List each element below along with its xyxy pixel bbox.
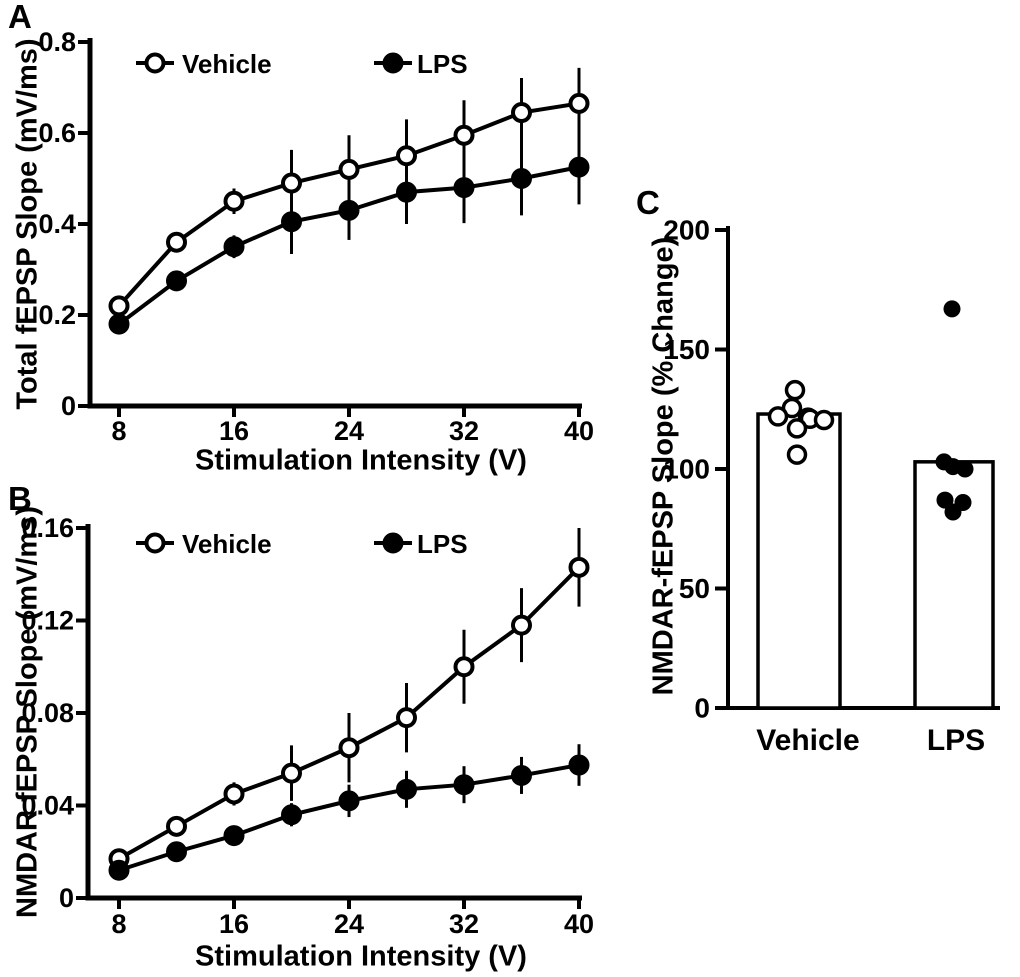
- y-tick-label: 0.8: [38, 27, 76, 57]
- data-point-vehicle: [166, 231, 187, 253]
- y-tick-label: 0: [694, 693, 710, 724]
- legend-marker-lps: [382, 52, 404, 74]
- data-point-lps: [338, 199, 360, 221]
- data-point-vehicle: [511, 614, 532, 636]
- data-point-lps: [511, 764, 532, 786]
- x-tick-label: 32: [449, 909, 479, 939]
- scatter-point-lps: [944, 503, 962, 521]
- x-axis-label-b: Stimulation Intensity (V): [195, 940, 527, 973]
- panel-c-canvas: 0 50 100 150 200: [663, 215, 1000, 724]
- bar-lps: [913, 460, 995, 710]
- data-point-lps: [568, 754, 590, 776]
- y-tick-label: 100: [663, 454, 710, 485]
- data-point-lps: [223, 236, 245, 258]
- data-point-vehicle: [223, 190, 245, 212]
- data-point-lps: [453, 774, 475, 796]
- data-point-vehicle: [108, 295, 130, 317]
- y-tick-label: 0.04: [21, 791, 74, 821]
- panel-letter-a: A: [8, 0, 32, 35]
- scatter-point-vehicle: [784, 379, 806, 401]
- scatter-point-vehicle: [767, 406, 789, 427]
- y-tick-label: 150: [663, 334, 710, 365]
- y-tick-label: 0.2: [38, 300, 76, 330]
- data-point-vehicle: [166, 815, 187, 837]
- data-point-vehicle: [568, 92, 590, 114]
- scatter-point-lps: [943, 300, 961, 318]
- data-point-lps: [453, 177, 475, 199]
- data-point-vehicle: [223, 783, 245, 805]
- scatter-point-vehicle: [813, 409, 835, 431]
- data-point-lps: [108, 859, 130, 881]
- x-tick-label: 32: [449, 416, 479, 446]
- x-tick-label: 40: [564, 416, 594, 446]
- legend-marker-lps: [382, 532, 404, 554]
- data-point-vehicle: [396, 145, 417, 167]
- data-point-lps: [166, 841, 187, 863]
- data-point-vehicle: [338, 737, 360, 759]
- y-tick-label: 0: [59, 883, 74, 913]
- x-tick-label: 16: [219, 416, 249, 446]
- data-point-lps: [281, 211, 302, 233]
- data-point-vehicle: [396, 707, 417, 729]
- x-axis-label-a: Stimulation Intensity (V): [195, 444, 527, 477]
- data-point-lps: [281, 804, 302, 826]
- y-tick-label: 200: [663, 215, 710, 246]
- x-tick-label: 16: [219, 909, 249, 939]
- data-point-vehicle: [568, 556, 590, 578]
- x-tick-label: 24: [334, 909, 364, 939]
- x-tick-label: 24: [334, 416, 364, 446]
- scatter-point-lps: [936, 491, 954, 509]
- y-tick-label: 0.16: [21, 513, 74, 543]
- data-point-vehicle: [453, 124, 475, 146]
- legend-label-lps-b: LPS: [417, 529, 468, 559]
- panel-b-canvas: 0 0.04 0.08 0.12 0.16 8 16 24 32 40: [21, 513, 594, 939]
- data-point-lps: [568, 156, 590, 178]
- data-point-vehicle: [453, 656, 475, 678]
- panel-letter-c: C: [636, 184, 660, 221]
- x-tick-label: 40: [564, 909, 594, 939]
- data-point-lps: [166, 270, 187, 292]
- category-label-vehicle: Vehicle: [756, 724, 860, 757]
- data-point-lps: [108, 313, 130, 335]
- legend-label-lps-a: LPS: [417, 49, 468, 79]
- legend-marker-vehicle: [144, 52, 166, 74]
- y-tick-label: 0: [61, 391, 76, 421]
- data-point-lps: [223, 825, 245, 847]
- data-point-vehicle: [281, 762, 302, 784]
- y-tick-label: 50: [679, 573, 710, 604]
- x-tick-label: 8: [111, 909, 126, 939]
- data-point-lps: [396, 181, 417, 203]
- data-point-lps: [338, 790, 360, 812]
- y-tick-label: 0.12: [21, 606, 74, 636]
- data-point-lps: [396, 778, 417, 800]
- legend-label-vehicle-b: Vehicle: [182, 529, 272, 559]
- data-point-lps: [511, 168, 532, 189]
- y-tick-label: 0.08: [21, 698, 74, 728]
- scatter-point-vehicle: [786, 444, 808, 465]
- y-tick-label: 0.6: [38, 118, 76, 148]
- scatter-point-vehicle: [786, 418, 808, 439]
- data-point-vehicle: [511, 102, 532, 124]
- x-tick-label: 8: [111, 416, 126, 446]
- data-point-vehicle: [281, 172, 302, 194]
- data-point-vehicle: [338, 158, 360, 180]
- category-label-lps: LPS: [926, 724, 986, 757]
- legend-label-vehicle-a: Vehicle: [182, 49, 272, 79]
- y-tick-label: 0.4: [38, 209, 76, 239]
- scatter-point-lps: [956, 460, 974, 478]
- legend-marker-vehicle: [144, 532, 166, 554]
- panel-letter-b: B: [8, 480, 32, 517]
- panel-a-canvas: 0 0.2 0.4 0.6 0.8 8 16 24 32 40: [38, 27, 594, 446]
